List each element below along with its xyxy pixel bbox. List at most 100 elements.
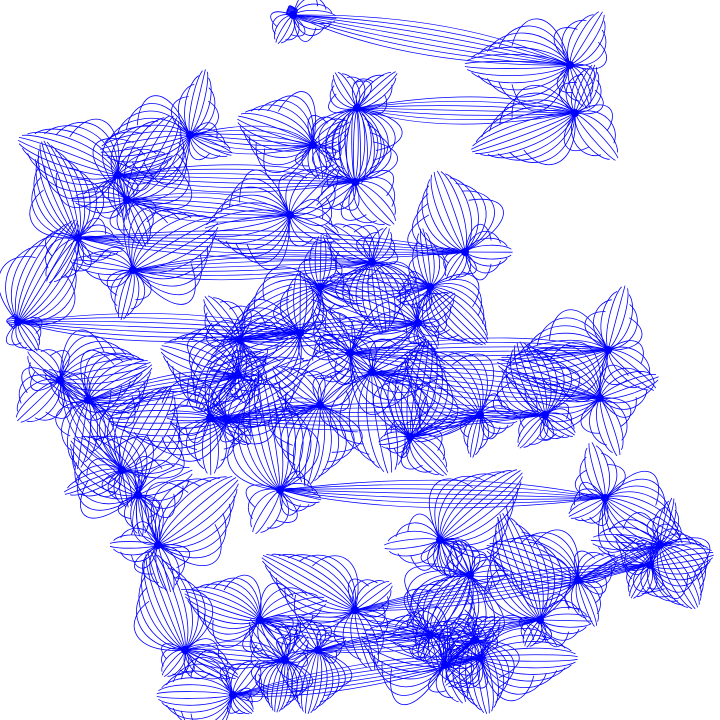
field-line xyxy=(622,512,661,546)
field-line xyxy=(71,199,128,203)
charge-node xyxy=(461,248,469,256)
field-line xyxy=(501,538,579,581)
field-line xyxy=(64,469,123,495)
field-line xyxy=(428,478,473,541)
field-line xyxy=(289,199,324,220)
field-line xyxy=(574,488,606,506)
field-line xyxy=(464,251,501,274)
field-line xyxy=(452,657,481,688)
field-line xyxy=(319,273,344,289)
charge-node xyxy=(476,411,484,419)
field-line xyxy=(79,469,123,497)
field-line xyxy=(464,251,492,281)
connecting-field-line xyxy=(117,174,356,193)
field-line xyxy=(429,572,465,636)
field-line xyxy=(157,483,239,546)
field-line xyxy=(55,121,119,176)
field-line xyxy=(407,513,441,541)
field-line xyxy=(384,538,441,546)
field-line xyxy=(649,552,714,566)
field-line xyxy=(321,307,351,354)
connecting-field-line xyxy=(232,657,481,696)
connecting-field-line xyxy=(439,539,471,576)
field-line xyxy=(464,623,487,659)
field-line xyxy=(659,541,708,581)
field-line xyxy=(57,389,89,409)
charge-node xyxy=(368,258,376,266)
field-line xyxy=(355,261,374,326)
field-line xyxy=(607,340,644,364)
field-line xyxy=(515,523,549,621)
field-line xyxy=(371,337,410,373)
field-line xyxy=(538,619,552,640)
connecting-field-line xyxy=(137,494,164,546)
field-line xyxy=(211,214,291,244)
field-line xyxy=(334,360,373,385)
field-line xyxy=(606,286,622,351)
field-line xyxy=(229,374,242,400)
field-line xyxy=(212,619,261,648)
field-line xyxy=(132,263,196,305)
field-line xyxy=(53,237,80,282)
field-line xyxy=(269,571,356,614)
field-line xyxy=(310,621,327,651)
field-line xyxy=(18,137,119,176)
field-line xyxy=(354,110,366,183)
field-line xyxy=(601,452,618,499)
field-line xyxy=(176,398,211,419)
field-line xyxy=(187,374,239,412)
field-line xyxy=(206,322,241,347)
field-line xyxy=(428,240,440,288)
field-line xyxy=(420,228,431,288)
charge-node xyxy=(316,401,324,409)
field-line xyxy=(429,286,479,345)
charge-node xyxy=(84,396,92,404)
charge-node xyxy=(314,646,322,654)
field-line xyxy=(607,349,649,391)
connecting-field-line xyxy=(209,414,546,419)
connecting-field-line xyxy=(126,192,291,216)
field-line xyxy=(393,436,411,458)
field-line xyxy=(599,384,655,404)
field-line xyxy=(274,404,321,457)
field-line xyxy=(267,95,314,146)
charge-node xyxy=(646,561,654,569)
connecting-field-line xyxy=(132,260,373,271)
field-line xyxy=(217,214,291,251)
field-line xyxy=(299,298,327,334)
field-line xyxy=(307,404,321,486)
field-line xyxy=(81,436,139,496)
field-line xyxy=(49,350,70,381)
field-line xyxy=(174,333,239,376)
field-line xyxy=(436,170,466,253)
field-line xyxy=(312,375,333,406)
field-line xyxy=(599,397,618,457)
field-line xyxy=(315,625,332,651)
field-line xyxy=(123,419,229,443)
field-line xyxy=(549,341,602,399)
connecting-field-line xyxy=(87,374,239,405)
field-line xyxy=(180,694,234,720)
connecting-field-line xyxy=(279,489,606,500)
charge-node xyxy=(309,141,317,149)
field-line xyxy=(126,103,191,136)
field-line xyxy=(607,349,655,384)
field-line xyxy=(479,657,578,662)
field-line xyxy=(479,657,576,669)
field-line xyxy=(351,109,356,183)
field-line xyxy=(577,575,607,595)
field-line xyxy=(319,333,351,355)
field-line xyxy=(132,253,203,295)
field-line xyxy=(92,138,134,201)
field-line xyxy=(59,341,127,381)
field-line xyxy=(253,377,281,491)
field-line xyxy=(659,544,704,596)
field-line xyxy=(409,436,448,473)
charge-node xyxy=(346,349,354,357)
charge-node xyxy=(601,494,609,502)
field-line xyxy=(59,369,146,385)
field-line xyxy=(409,436,444,477)
connecting-field-line xyxy=(209,402,546,419)
field-line xyxy=(190,338,241,390)
field-line xyxy=(289,175,339,216)
